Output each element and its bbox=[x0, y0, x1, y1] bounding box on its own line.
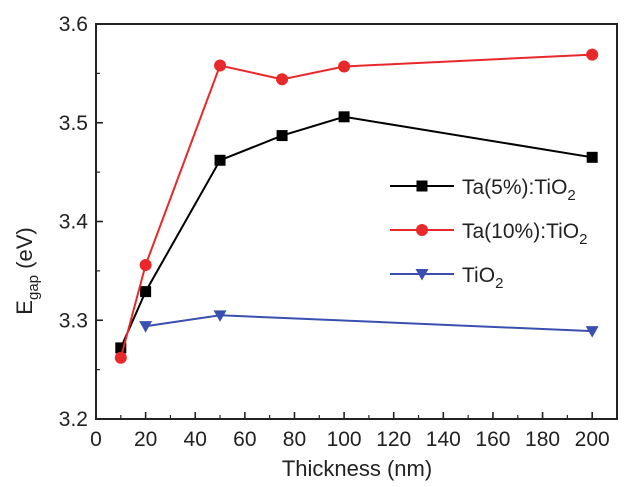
x-tick-label: 60 bbox=[233, 428, 256, 451]
legend-label-sub: 2 bbox=[579, 231, 587, 248]
legend-label-sub: 2 bbox=[495, 275, 503, 292]
legend-marker bbox=[416, 224, 428, 236]
data-point bbox=[213, 310, 227, 322]
data-point bbox=[139, 321, 153, 333]
data-point bbox=[139, 258, 152, 271]
legend-marker bbox=[415, 269, 429, 281]
x-tick-label: 40 bbox=[184, 428, 207, 451]
data-point bbox=[338, 111, 350, 123]
y-axis-label-main: E bbox=[12, 300, 37, 315]
x-tick-label: 200 bbox=[575, 428, 610, 451]
legend-label-main: Ta(5%):TiO bbox=[462, 176, 567, 199]
legend-marker bbox=[416, 180, 428, 192]
legend-item: Ta(5%):TiO2 bbox=[390, 176, 576, 204]
legend-label-sub: 2 bbox=[567, 187, 575, 204]
data-point bbox=[585, 326, 599, 338]
legend-label-main: TiO bbox=[462, 264, 495, 287]
data-point bbox=[338, 60, 351, 73]
legend-item: Ta(10%):TiO2 bbox=[390, 220, 587, 248]
y-tick-label: 3.6 bbox=[59, 13, 88, 36]
data-point bbox=[214, 154, 226, 166]
legend-label: TiO2 bbox=[462, 264, 503, 292]
series-3 bbox=[139, 310, 599, 338]
data-point bbox=[276, 130, 288, 142]
x-axis-label: Thickness (nm) bbox=[282, 456, 432, 481]
data-point bbox=[140, 286, 152, 298]
x-tick-label: 120 bbox=[376, 428, 411, 451]
y-tick-label: 3.2 bbox=[59, 408, 88, 431]
x-tick-label: 20 bbox=[134, 428, 157, 451]
data-point bbox=[276, 73, 289, 86]
data-point bbox=[115, 342, 127, 354]
series-2 bbox=[114, 48, 599, 364]
y-tick-label: 3.3 bbox=[59, 309, 88, 332]
series-layer bbox=[114, 48, 599, 364]
y-axis-label-rest: (eV) bbox=[12, 227, 37, 275]
y-axis-label-sub: gap bbox=[25, 275, 42, 300]
series-1 bbox=[115, 111, 598, 354]
legend-label: Ta(10%):TiO2 bbox=[462, 220, 587, 248]
y-tick-label: 3.5 bbox=[59, 112, 88, 135]
legend-item: TiO2 bbox=[390, 264, 503, 292]
axis-ticks: 0 20 40 60 80 100 120 140 160 180 200 3.2 3.3 3.4 3.5 3… bbox=[59, 13, 610, 451]
y-axis-label: Egap (eV) bbox=[12, 227, 42, 314]
x-tick-label: 100 bbox=[327, 428, 362, 451]
data-point bbox=[586, 151, 598, 163]
series-line bbox=[145, 314, 593, 333]
data-point bbox=[214, 59, 227, 72]
x-tick-label: 80 bbox=[283, 428, 306, 451]
x-tick-label: 160 bbox=[475, 428, 510, 451]
x-tick-label: 180 bbox=[525, 428, 560, 451]
data-point bbox=[114, 351, 127, 364]
series-line bbox=[119, 115, 593, 349]
x-tick-label: 0 bbox=[90, 428, 102, 451]
x-tick-label: 140 bbox=[426, 428, 461, 451]
legend-label: Ta(5%):TiO2 bbox=[462, 176, 576, 204]
series-line bbox=[119, 53, 593, 359]
legend-label-main: Ta(10%):TiO bbox=[462, 220, 579, 243]
y-tick-label: 3.4 bbox=[59, 211, 89, 234]
data-point bbox=[586, 48, 599, 61]
